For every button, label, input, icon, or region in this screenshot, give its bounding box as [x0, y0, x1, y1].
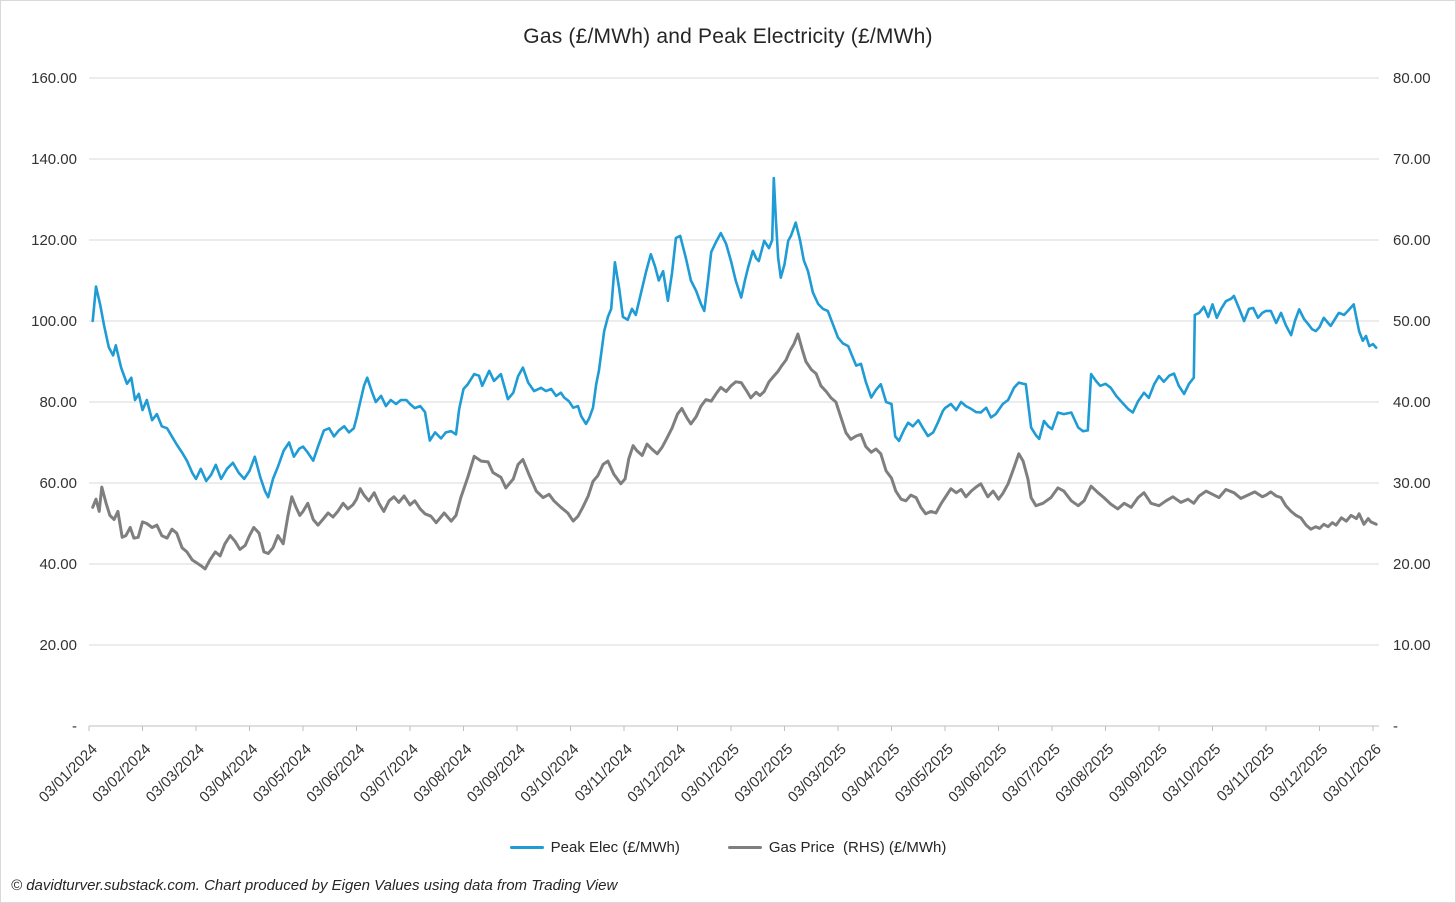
- y-axis-label-left: 60.00: [39, 475, 77, 492]
- y-axis-label-left: 80.00: [39, 394, 77, 411]
- y-axis-label-right: 80.00: [1393, 70, 1431, 87]
- gas-price-line-swatch: [727, 846, 762, 849]
- legend-item-peak-elec: Peak Elec (£/MWh): [509, 839, 680, 856]
- y-axis-label-left: 40.00: [39, 556, 77, 573]
- peak-elec-line-swatch: [509, 846, 544, 849]
- y-axis-label-right: 70.00: [1393, 151, 1431, 168]
- y-axis-label-right: 60.00: [1393, 232, 1431, 249]
- y-axis-label-right: 20.00: [1393, 556, 1431, 573]
- legend-label-gas-price: Gas Price (RHS) (£/MWh): [768, 839, 947, 856]
- y-axis-label-left: 140.00: [31, 151, 77, 168]
- y-axis-label-left: -: [72, 718, 77, 735]
- x-axis-label: 03/10/2025: [1159, 741, 1224, 806]
- series-line-gas-price: [91, 332, 1378, 571]
- x-axis-label: 03/01/2026: [1320, 741, 1385, 806]
- y-axis-label-right: 10.00: [1393, 637, 1431, 654]
- legend: Peak Elec (£/MWh) Gas Price (RHS) (£/MWh…: [1, 839, 1455, 856]
- y-axis-label-right: 40.00: [1393, 394, 1431, 411]
- y-axis-label-left: 160.00: [31, 70, 77, 87]
- attribution-note: © davidturver.substack.com. Chart produc…: [11, 877, 618, 894]
- series-line-peak-elec: [91, 176, 1378, 499]
- x-axis-label: 03/10/2024: [517, 741, 582, 806]
- y-axis-label-left: 20.00: [39, 637, 77, 654]
- legend-item-gas-price: Gas Price (RHS) (£/MWh): [727, 839, 947, 856]
- y-axis-label-left: 120.00: [31, 232, 77, 249]
- y-axis-label-right: -: [1393, 718, 1398, 735]
- y-axis-label-left: 100.00: [31, 313, 77, 330]
- chart-title: Gas (£/MWh) and Peak Electricity (£/MWh): [523, 25, 933, 48]
- legend-label-peak-elec: Peak Elec (£/MWh): [550, 839, 680, 856]
- y-axis-label-right: 30.00: [1393, 475, 1431, 492]
- y-axis-label-right: 50.00: [1393, 313, 1431, 330]
